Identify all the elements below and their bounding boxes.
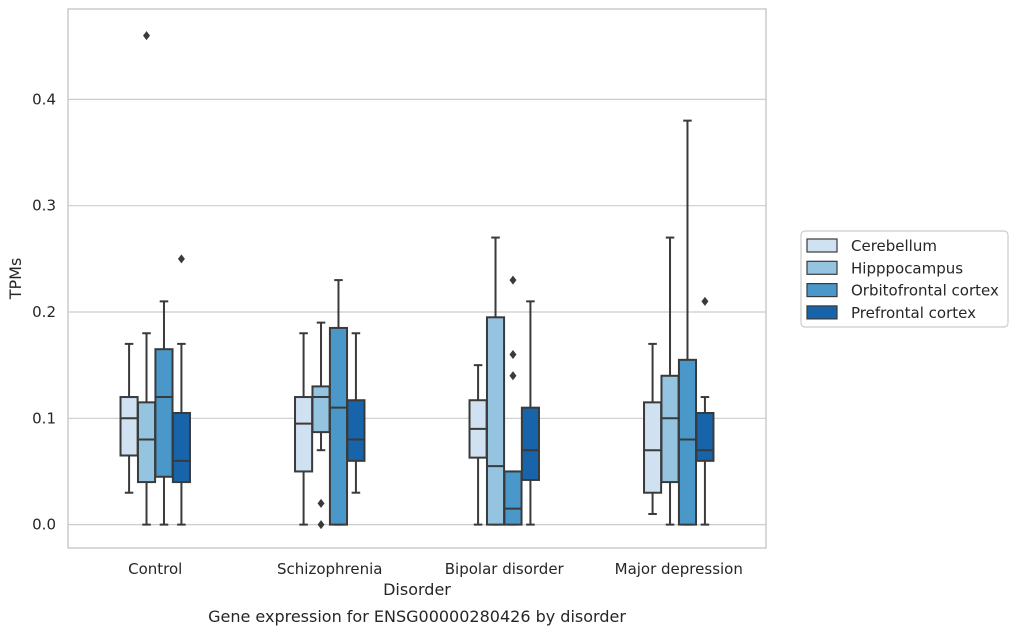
outlier-point <box>701 296 709 306</box>
outlier-point <box>317 498 325 508</box>
legend-label: Cerebellum <box>851 237 937 255</box>
outlier-point <box>143 31 151 41</box>
x-axis-label: Disorder <box>383 580 451 599</box>
box-group <box>136 31 157 526</box>
box-group <box>503 275 523 526</box>
box <box>643 401 663 494</box>
box <box>294 396 314 473</box>
y-tick-label: 0.2 <box>32 303 56 321</box>
box <box>171 411 191 484</box>
legend-frame <box>800 230 1009 328</box>
y-tick-label: 0.1 <box>32 409 56 427</box>
outlier-point <box>509 350 517 360</box>
x-tick-label: Bipolar disorder <box>445 560 565 578</box>
box-group <box>346 332 366 494</box>
legend: Cerebellum Hipppocampus Orbitofrontal cort… <box>800 230 1009 328</box>
x-tick-label: Schizophrenia <box>277 560 382 578</box>
y-tick-label: 0.4 <box>32 90 56 108</box>
box <box>328 326 349 526</box>
box-group <box>154 300 174 526</box>
box <box>695 411 715 462</box>
outlier-point <box>317 520 325 530</box>
legend-swatch <box>806 238 838 253</box>
outlier-point <box>509 275 517 285</box>
y-tick-labels: 0.0 0.1 0.2 0.3 0.4 <box>32 90 56 533</box>
box-group <box>328 279 349 526</box>
legend-swatch <box>806 305 838 320</box>
outlier-point <box>177 254 185 264</box>
legend-swatch <box>806 260 838 275</box>
box-layer <box>119 31 715 530</box>
box <box>346 399 366 462</box>
box-group <box>311 321 331 530</box>
box-group <box>520 300 540 526</box>
box-group <box>171 254 191 526</box>
chart-caption: Gene expression for ENSG00000280426 by d… <box>208 607 626 626</box>
y-axis-label: TPMs <box>6 258 25 301</box>
box <box>136 401 157 484</box>
box <box>485 316 506 526</box>
box-group <box>119 342 139 494</box>
box <box>660 374 680 484</box>
y-tick-label: 0.3 <box>32 197 56 215</box>
x-tick-label: Control <box>128 560 182 578</box>
box <box>677 358 698 526</box>
box <box>311 385 331 434</box>
box-group <box>643 342 663 515</box>
y-tick-label: 0.0 <box>32 516 56 534</box>
x-tick-label: Major depression <box>615 560 743 578</box>
box <box>520 406 540 481</box>
legend-label: Prefrontal cortex <box>851 304 976 322</box>
legend-swatch <box>806 283 838 298</box>
box-group <box>660 236 680 526</box>
box-group <box>677 119 698 526</box>
legend-label: Orbitofrontal cortex <box>851 282 999 300</box>
box-group <box>294 332 314 526</box>
box <box>503 470 523 526</box>
box-group <box>468 364 488 526</box>
box <box>154 348 174 478</box>
x-tick-labels: Control Schizophrenia Bipolar disorder Majo… <box>128 560 743 578</box>
box-group <box>485 236 506 526</box>
plot-frame <box>67 8 767 549</box>
legend-label: Hipppocampus <box>851 259 963 277</box>
outlier-point <box>509 371 517 381</box>
box-group <box>695 296 715 526</box>
box <box>119 396 139 457</box>
